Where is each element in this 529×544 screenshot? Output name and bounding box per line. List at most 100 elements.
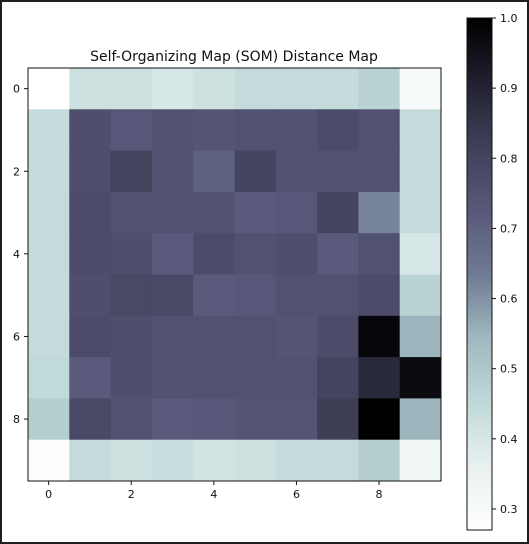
heatmap-cell — [28, 357, 70, 399]
heatmap-cell — [399, 68, 442, 110]
heatmap-cell — [151, 315, 194, 358]
heatmap-cell — [317, 357, 359, 399]
heatmap-cell — [151, 274, 194, 317]
heatmap-cell — [69, 398, 112, 441]
heatmap-cell — [193, 274, 235, 317]
heatmap-cell — [317, 68, 359, 110]
colorbar — [466, 17, 493, 531]
heatmap-cell — [234, 68, 277, 110]
heatmap-cell — [399, 398, 442, 441]
heatmap-cell — [275, 150, 318, 193]
colorbar-tick-label: 0.7 — [500, 222, 518, 235]
x-tick-label: 2 — [128, 488, 135, 501]
x-tick-label: 6 — [293, 488, 300, 501]
heatmap-cell — [317, 398, 359, 441]
heatmap-cell — [399, 109, 442, 152]
heatmap-cell — [28, 109, 70, 152]
heatmap-cell — [69, 439, 112, 482]
heatmap-cell — [151, 233, 194, 275]
heatmap-cell — [275, 233, 318, 275]
heatmap-cell — [151, 191, 194, 234]
heatmap-cell — [193, 109, 235, 152]
heatmap-cell — [358, 233, 401, 275]
heatmap-cell — [151, 357, 194, 399]
colorbar-tick-label: 0.9 — [500, 82, 518, 95]
x-tick-label: 8 — [376, 488, 383, 501]
heatmap-cell — [234, 439, 277, 482]
heatmap-cell — [193, 315, 235, 358]
heatmap-cell — [317, 150, 359, 193]
heatmap-cell — [399, 191, 442, 234]
heatmap-cell — [28, 191, 70, 234]
heatmap-cell — [28, 398, 70, 441]
heatmap-cell — [234, 233, 277, 275]
heatmap-cell — [69, 150, 112, 193]
heatmap-cell — [358, 357, 401, 399]
y-tick-label: 6 — [13, 330, 20, 343]
heatmap-cell — [234, 357, 277, 399]
heatmap-cell — [317, 274, 359, 317]
heatmap-cell — [358, 439, 401, 482]
heatmap-cell — [193, 357, 235, 399]
y-tick-label: 0 — [13, 83, 20, 96]
heatmap-cell — [193, 398, 235, 441]
heatmap-cell — [275, 109, 318, 152]
heatmap-cell — [275, 439, 318, 482]
heatmap-cell — [358, 68, 401, 110]
heatmap-cell — [110, 233, 153, 275]
x-axis: 0 2 4 6 8 — [45, 481, 383, 501]
heatmap-cell — [193, 68, 235, 110]
heatmap-cell — [275, 191, 318, 234]
heatmap-cell — [317, 191, 359, 234]
heatmap-cell — [151, 439, 194, 482]
x-tick-label: 0 — [45, 488, 52, 501]
heatmap-cell — [69, 68, 112, 110]
colorbar-tick-label: 0.4 — [500, 433, 518, 446]
heatmap-cell — [151, 150, 194, 193]
heatmap-cell — [110, 398, 153, 441]
heatmap-cell — [110, 357, 153, 399]
heatmap-cell — [234, 191, 277, 234]
heatmap-cell — [151, 68, 194, 110]
heatmap-cell — [234, 109, 277, 152]
heatmap-cell — [151, 398, 194, 441]
heatmap-cells — [28, 68, 442, 482]
colorbar-tick-label: 0.6 — [500, 293, 518, 306]
heatmap-cell — [358, 315, 401, 358]
heatmap-cell — [28, 315, 70, 358]
heatmap-cell — [28, 68, 70, 110]
heatmap-cell — [28, 439, 70, 482]
y-axis: 0 2 4 6 8 — [13, 83, 28, 426]
heatmap-cell — [193, 191, 235, 234]
heatmap-cell — [234, 274, 277, 317]
heatmap-cell — [110, 315, 153, 358]
heatmap-cell — [399, 315, 442, 358]
heatmap-cell — [28, 150, 70, 193]
heatmap-cell — [234, 315, 277, 358]
heatmap-cell — [399, 274, 442, 317]
colorbar-tick-label: 1.0 — [500, 12, 518, 25]
x-tick-label: 4 — [210, 488, 217, 501]
heatmap-cell — [69, 315, 112, 358]
heatmap-cell — [275, 274, 318, 317]
heatmap-cell — [275, 398, 318, 441]
heatmap-cell — [358, 274, 401, 317]
heatmap-cell — [399, 233, 442, 275]
y-tick-label: 8 — [13, 413, 20, 426]
heatmap-cell — [275, 315, 318, 358]
heatmap-cell — [358, 150, 401, 193]
heatmap-cell — [151, 109, 194, 152]
heatmap-cell — [193, 439, 235, 482]
heatmap-cell — [110, 439, 153, 482]
heatmap-cell — [110, 109, 153, 152]
heatmap-cell — [69, 191, 112, 234]
plot-frame — [27, 67, 442, 482]
heatmap-cell — [275, 68, 318, 110]
heatmap-cell — [69, 274, 112, 317]
heatmap-cell — [399, 150, 442, 193]
y-tick-label: 4 — [13, 248, 20, 261]
heatmap-cell — [28, 274, 70, 317]
heatmap-cell — [110, 274, 153, 317]
heatmap-cell — [399, 357, 442, 399]
chart-title: Self-Organizing Map (SOM) Distance Map — [90, 49, 378, 65]
